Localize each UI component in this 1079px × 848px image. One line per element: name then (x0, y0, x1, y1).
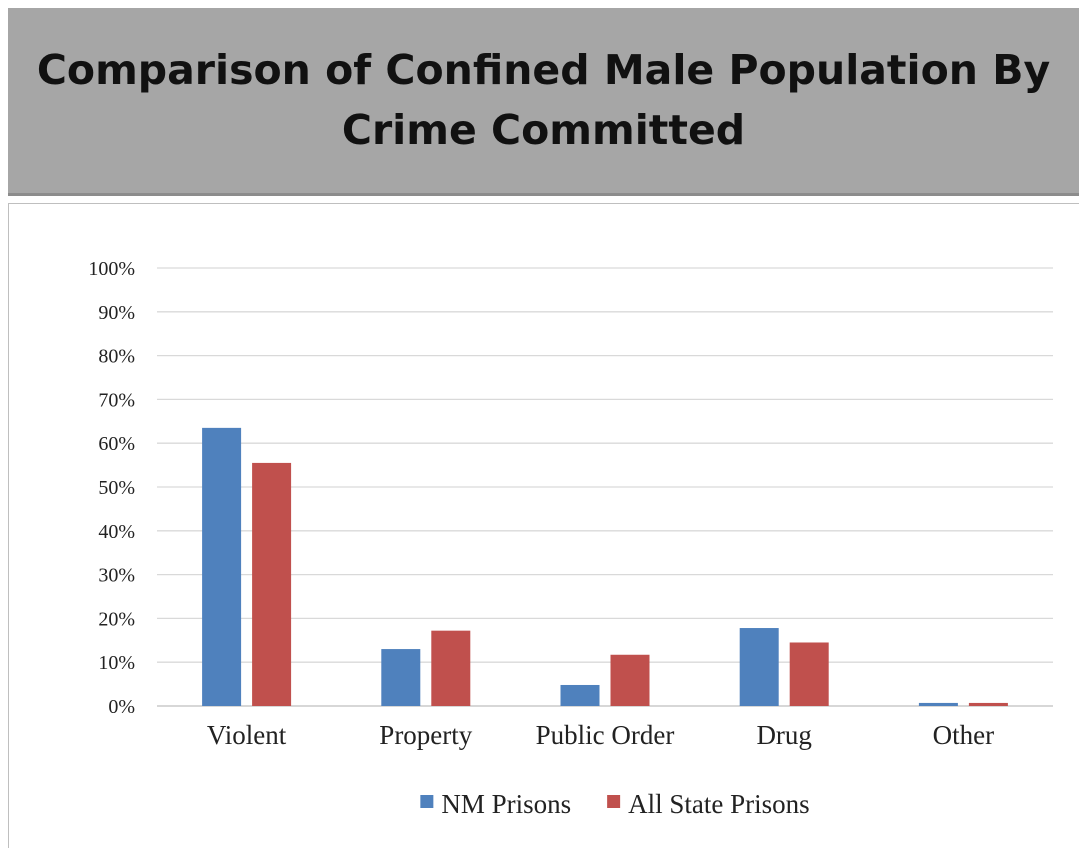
bar-nm-prisons-property (381, 649, 421, 706)
category-label: Public Order (536, 720, 675, 750)
legend-swatch (420, 795, 434, 808)
bar-all-state-prisons-other (968, 702, 1008, 706)
y-tick-label: 20% (98, 608, 135, 630)
y-tick-label: 30% (98, 565, 135, 587)
bar-nm-prisons-drug (739, 628, 779, 706)
bar-all-state-prisons-drug (789, 642, 829, 706)
y-tick-label: 100% (88, 258, 135, 280)
bar-all-state-prisons-violent (252, 462, 292, 706)
y-tick-label: 70% (98, 389, 135, 411)
y-tick-label: 90% (98, 302, 135, 324)
legend-swatch (607, 795, 621, 808)
y-tick-label: 80% (98, 346, 135, 368)
bar-chart: 0% 10% 20% 30% 40% 50% 60% 70% 80% 90% 100% Violent… (88, 258, 1053, 819)
y-tick-label: 40% (98, 521, 135, 543)
category-label: Property (379, 720, 472, 750)
bar-nm-prisons-violent (202, 427, 242, 706)
bar-nm-prisons-other (918, 702, 958, 706)
legend-label: NM Prisons (441, 789, 571, 819)
category-label: Violent (207, 720, 287, 750)
title-banner: Comparison of Confined Male Population B… (8, 8, 1079, 196)
category-label: Drug (756, 720, 812, 750)
y-tick-label: 0% (108, 696, 135, 718)
y-tick-label: 10% (98, 652, 135, 674)
bar-all-state-prisons-public-order (610, 654, 650, 706)
chart-frame: 0% 10% 20% 30% 40% 50% 60% 70% 80% 90% 100% Violent… (8, 203, 1079, 848)
bar-all-state-prisons-property (431, 630, 471, 706)
y-tick-label: 50% (98, 477, 135, 499)
chart-title: Comparison of Confined Male Population B… (36, 46, 1051, 154)
category-label: Other (933, 720, 994, 750)
bar-nm-prisons-public-order (560, 684, 600, 706)
y-tick-label: 60% (98, 433, 135, 455)
legend-label: All State Prisons (628, 789, 810, 819)
